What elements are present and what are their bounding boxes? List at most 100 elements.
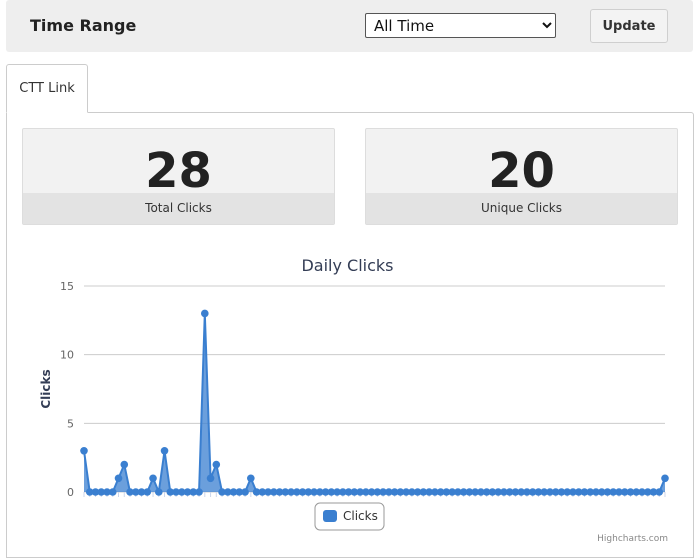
data-point — [620, 488, 629, 496]
data-point — [523, 488, 531, 496]
data-point — [408, 488, 416, 496]
data-point — [436, 488, 445, 496]
data-point — [183, 488, 192, 496]
total-clicks-card: 28 Total Clicks — [22, 128, 335, 225]
data-point — [459, 488, 468, 496]
y-axis-label: Clicks — [39, 369, 53, 408]
data-point — [396, 488, 405, 496]
data-point — [477, 488, 485, 496]
data-point — [333, 488, 341, 496]
y-tick-label: 0 — [67, 486, 74, 499]
data-point — [574, 488, 583, 496]
data-point — [126, 488, 134, 496]
data-point — [638, 488, 646, 496]
data-point — [241, 488, 249, 496]
unique-clicks-label: Unique Clicks — [366, 193, 677, 224]
data-point — [540, 488, 548, 496]
tab-ctt-link[interactable]: CTT Link — [6, 64, 88, 113]
data-point — [425, 488, 433, 496]
total-clicks-label: Total Clicks — [23, 193, 334, 224]
series-line — [83, 313, 666, 496]
data-point — [534, 488, 543, 496]
data-point — [275, 488, 284, 496]
data-point — [235, 488, 244, 496]
data-point — [465, 488, 474, 496]
data-point — [206, 474, 215, 483]
data-point — [580, 488, 589, 496]
data-point — [293, 488, 301, 496]
data-point — [413, 488, 422, 496]
data-point — [316, 488, 324, 496]
data-point — [97, 488, 106, 496]
data-point — [632, 488, 641, 496]
legend-swatch — [323, 510, 337, 522]
data-point — [270, 488, 278, 496]
data-point — [224, 488, 232, 496]
data-point — [287, 488, 295, 496]
data-point — [189, 488, 198, 496]
update-button[interactable]: Update — [590, 9, 668, 43]
data-point — [482, 488, 491, 496]
daily-clicks-chart: Daily Clicks 0 5 10 15 Clicks Clicks Highcharts… — [39, 256, 669, 544]
unique-clicks-value: 20 — [488, 143, 555, 199]
data-point — [597, 488, 606, 496]
time-range-select[interactable]: All Time — [365, 13, 556, 38]
data-point — [195, 488, 203, 496]
data-point — [603, 488, 612, 496]
data-point — [252, 488, 261, 496]
data-point — [281, 488, 290, 496]
data-point — [494, 488, 502, 496]
data-point — [362, 488, 370, 496]
data-point — [505, 488, 514, 496]
data-point — [229, 488, 238, 496]
series-area — [84, 313, 665, 492]
data-point — [385, 488, 393, 496]
data-point — [131, 488, 140, 496]
y-tick-label: 5 — [67, 417, 74, 430]
time-range-title: Time Range — [30, 16, 137, 35]
total-clicks-value: 28 — [145, 143, 212, 199]
data-point — [201, 309, 209, 318]
data-point — [609, 488, 618, 496]
data-point — [304, 488, 313, 496]
data-point — [419, 488, 428, 496]
data-point — [402, 488, 410, 496]
data-point — [471, 488, 479, 496]
data-point — [517, 488, 525, 496]
data-point — [212, 460, 221, 469]
data-point — [643, 488, 652, 496]
chart-title: Daily Clicks — [301, 256, 393, 275]
data-point — [528, 488, 537, 496]
data-point — [511, 488, 520, 496]
data-point — [350, 488, 359, 496]
data-point — [327, 488, 336, 496]
data-point — [551, 488, 560, 496]
data-point — [166, 488, 175, 496]
unique-clicks-card: 20 Unique Clicks — [365, 128, 678, 225]
data-point — [160, 447, 169, 455]
data-point — [454, 488, 462, 496]
data-point — [103, 488, 111, 496]
time-range-bar: Time Range All Time Update — [6, 0, 693, 52]
data-point — [379, 488, 387, 496]
data-point — [563, 488, 572, 496]
legend-label: Clicks — [343, 509, 378, 523]
data-point — [137, 488, 146, 496]
y-tick-label: 10 — [60, 349, 74, 362]
data-point — [339, 488, 347, 496]
data-point — [661, 474, 669, 483]
data-point — [177, 488, 186, 496]
data-point — [649, 488, 658, 496]
data-point — [615, 488, 623, 496]
data-point — [557, 488, 566, 496]
data-point — [356, 488, 364, 496]
data-point — [500, 488, 508, 496]
data-point — [298, 488, 307, 496]
data-point — [143, 488, 152, 496]
data-point — [367, 488, 376, 496]
chart-credit: Highcharts.com — [597, 534, 668, 544]
data-point — [108, 488, 117, 496]
data-point — [85, 488, 94, 496]
data-point — [172, 488, 180, 496]
data-point — [626, 488, 635, 496]
